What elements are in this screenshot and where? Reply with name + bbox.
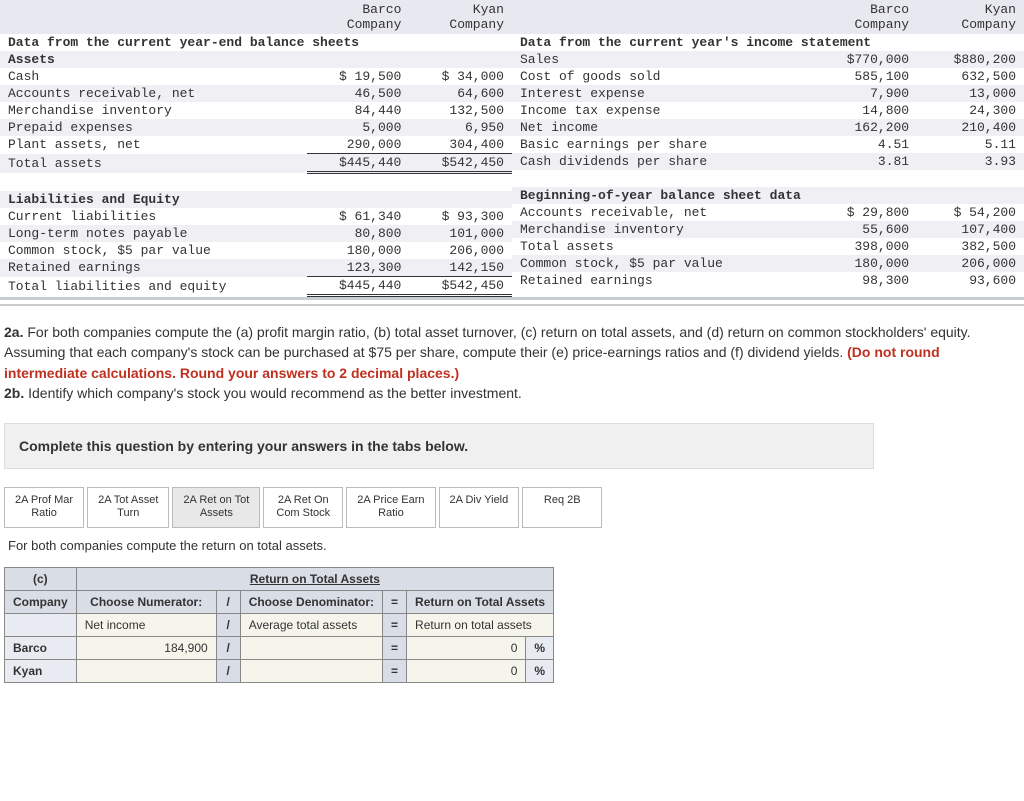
row-company-barco: Barco	[5, 636, 77, 659]
slash-header: /	[216, 590, 240, 613]
pct-label: %	[526, 659, 554, 682]
barco-denominator-input[interactable]	[240, 636, 382, 659]
col-header-kyan: Kyan Company	[917, 0, 1024, 34]
barco-result: 0	[407, 636, 526, 659]
tab-ret-on-com-stock[interactable]: 2A Ret OnCom Stock	[263, 487, 343, 527]
right-data-table: Barco Company Kyan Company Data from the…	[512, 0, 1024, 289]
col-header-barco: Barco Company	[307, 0, 410, 34]
boy-title: Beginning-of-year balance sheet data	[512, 187, 1024, 204]
col-header-kyan: Kyan Company	[409, 0, 512, 34]
kyan-denominator-input[interactable]	[240, 659, 382, 682]
result-label: Return on total assets	[407, 613, 554, 636]
row-company-kyan: Kyan	[5, 659, 77, 682]
left-data-table: Barco Company Kyan Company Data from the…	[0, 0, 512, 297]
liab-title: Liabilities and Equity	[0, 191, 512, 208]
barco-numerator-input[interactable]: 184,900	[76, 636, 216, 659]
financial-data-panel: Barco Company Kyan Company Data from the…	[0, 0, 1024, 306]
denominator-select[interactable]: Average total assets	[240, 613, 382, 636]
question-text: 2a. For both companies compute the (a) p…	[0, 306, 1024, 411]
q2b-prefix: 2b.	[4, 385, 24, 401]
numerator-header: Choose Numerator:	[76, 590, 216, 613]
q2a-prefix: 2a.	[4, 324, 23, 340]
answer-tabs: 2A Prof MarRatio 2A Tot AssetTurn 2A Ret…	[4, 487, 1020, 527]
kyan-result: 0	[407, 659, 526, 682]
income-section-title: Data from the current year's income stat…	[512, 34, 1024, 51]
tab-ret-on-tot-assets[interactable]: 2A Ret on TotAssets	[172, 487, 260, 527]
numerator-select[interactable]: Net income	[76, 613, 216, 636]
assets-title: Assets	[0, 51, 512, 68]
section-title: Data from the current year-end balance s…	[0, 34, 512, 51]
tab-price-earn-ratio[interactable]: 2A Price EarnRatio	[346, 487, 435, 527]
result-header: Return on Total Assets	[407, 590, 554, 613]
tab-div-yield[interactable]: 2A Div Yield	[439, 487, 520, 527]
calculation-table: (c) Return on Total Assets Company Choos…	[4, 567, 554, 683]
corner-label: (c)	[5, 567, 77, 590]
instruction-banner: Complete this question by entering your …	[4, 423, 874, 469]
tab-tot-asset-turn[interactable]: 2A Tot AssetTurn	[87, 487, 169, 527]
equals-header: =	[383, 590, 407, 613]
pct-label: %	[526, 636, 554, 659]
calc-title: Return on Total Assets	[76, 567, 553, 590]
tab-req-2b[interactable]: Req 2B	[522, 487, 602, 527]
company-header: Company	[5, 590, 77, 613]
tab-prof-mar-ratio[interactable]: 2A Prof MarRatio	[4, 487, 84, 527]
kyan-numerator-input[interactable]	[76, 659, 216, 682]
denominator-header: Choose Denominator:	[240, 590, 382, 613]
tab-description: For both companies compute the return on…	[0, 528, 1024, 563]
col-header-barco: Barco Company	[810, 0, 917, 34]
